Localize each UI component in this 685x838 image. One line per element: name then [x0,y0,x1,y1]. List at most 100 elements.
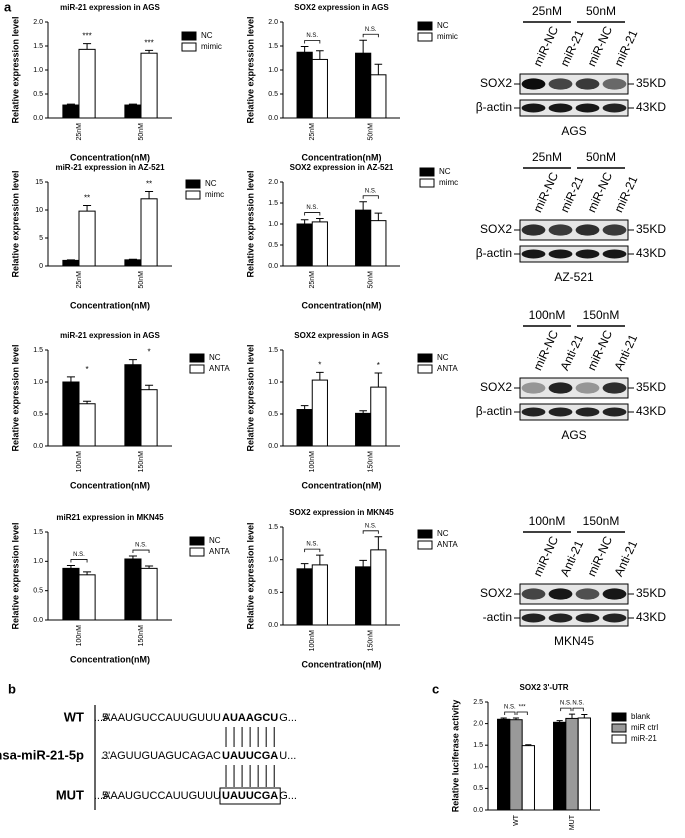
blot-concentration: 25nM [532,4,562,18]
legend-swatch [185,190,201,200]
blot-band [575,103,600,113]
blot-lane-label: Anti-21 [611,538,640,579]
blot-band [521,588,546,600]
y-tick-label: 0.5 [473,785,483,792]
significance-label: * [85,365,88,374]
blot-protein: β-actin [476,246,512,260]
blot-band [548,588,573,600]
blot-size: 43KD [636,610,666,624]
blot-band [548,103,573,113]
y-axis-label: Relative expression level [245,344,255,451]
blot-band [602,382,627,394]
blot-band [521,224,546,236]
error-bar [374,372,383,388]
bar [78,210,96,267]
significance-bracket [304,212,321,216]
sequence-after: U... [279,750,296,762]
bar [355,209,372,267]
legend-swatch [417,353,433,363]
significance-bracket [516,711,528,715]
significance-label: N.S. [504,705,516,711]
error-bar [316,371,324,381]
blot-cell-line: AGS [561,428,586,442]
bar [78,403,96,447]
error-bar [374,536,383,550]
blot-protein: SOX2 [480,586,512,600]
error-bar [500,717,507,720]
blot-lane-label: miR-21 [611,173,640,214]
bar [355,566,372,626]
error-bar [316,218,324,222]
blot-lane-label: miR-NC [530,328,561,373]
y-tick-label: 1.5 [268,43,278,50]
bar [124,364,142,447]
blot-cell-line: AZ-521 [554,270,594,284]
error-bar [374,212,383,221]
x-tick-label: 50nM [368,123,375,141]
x-tick-label: 25nM [76,123,83,141]
x-tick-label: 100nM [309,630,316,652]
bar [296,568,313,626]
significance-label: N.S. [73,552,85,558]
y-tick-label: 2.0 [268,179,278,186]
blot-lane-label: miR-NC [530,534,561,579]
bar [370,549,387,626]
blot-lane-label: Anti-21 [557,538,586,579]
x-tick-label: MUT [569,814,576,830]
error-bar [83,571,92,575]
legend-label: mimic [437,32,458,41]
blot-size: 43KD [636,404,666,418]
bar [78,574,96,621]
error-bar [316,50,324,60]
y-tick-label: 0.5 [268,589,278,596]
blot-band [575,78,600,90]
y-tick-label: 1.5 [33,347,43,354]
chart-title: miR-21 expression in AGS [60,3,160,12]
blot-lane-label: Anti-21 [611,332,640,373]
blot-size: 35KD [636,380,666,394]
bar [296,409,313,447]
y-tick-label: 1.0 [473,764,483,771]
sequence-site: AUAAGCU [222,712,278,724]
bar [521,745,535,811]
legend-swatch [181,31,197,41]
legend-label: ANTA [437,364,458,373]
bar [78,48,96,119]
blot-band [548,224,573,236]
legend-swatch [419,167,435,177]
legend-label: mimc [439,178,458,187]
error-bar [512,717,520,720]
blot-band [521,613,546,623]
y-tick-label: 0 [39,263,43,270]
sequence-site: UAUUCGA [222,790,278,802]
y-tick-label: 2.0 [268,19,278,26]
blot-band [521,103,546,113]
x-tick-label: 100nM [76,625,83,647]
blot-band [602,224,627,236]
y-axis-label: Relative expression level [245,16,255,123]
legend-swatch [611,712,627,722]
chart-title: SOX2 expression in AZ-521 [290,163,394,172]
legend-label: blank [631,712,651,721]
significance-bracket [504,711,516,715]
bar [62,381,80,447]
bar [140,567,158,621]
error-bar [374,63,383,75]
blot-concentration: 150nM [583,514,620,528]
sequence-end: 5' [102,712,110,724]
error-bar [145,191,154,199]
chart-title: miR-21 expression in AGS [60,331,160,340]
y-axis-label: Relative expression level [245,170,255,277]
blot-lane-label: miR-NC [584,24,615,69]
blot-band [602,249,627,259]
sequence-before: ...AAAUGUCCAUUGUUU [94,712,221,724]
x-tick-label: WT [513,814,520,826]
x-axis-label: Concentration(nM) [70,152,150,162]
significance-bracket [362,530,379,534]
error-bar [359,559,367,567]
chart-title: miR21 expression in MKN45 [56,513,164,522]
significance-label: N.S. [365,27,377,33]
y-tick-label: 0.0 [268,263,278,270]
error-bar [359,39,367,54]
significance-label: N.S. [560,701,572,707]
